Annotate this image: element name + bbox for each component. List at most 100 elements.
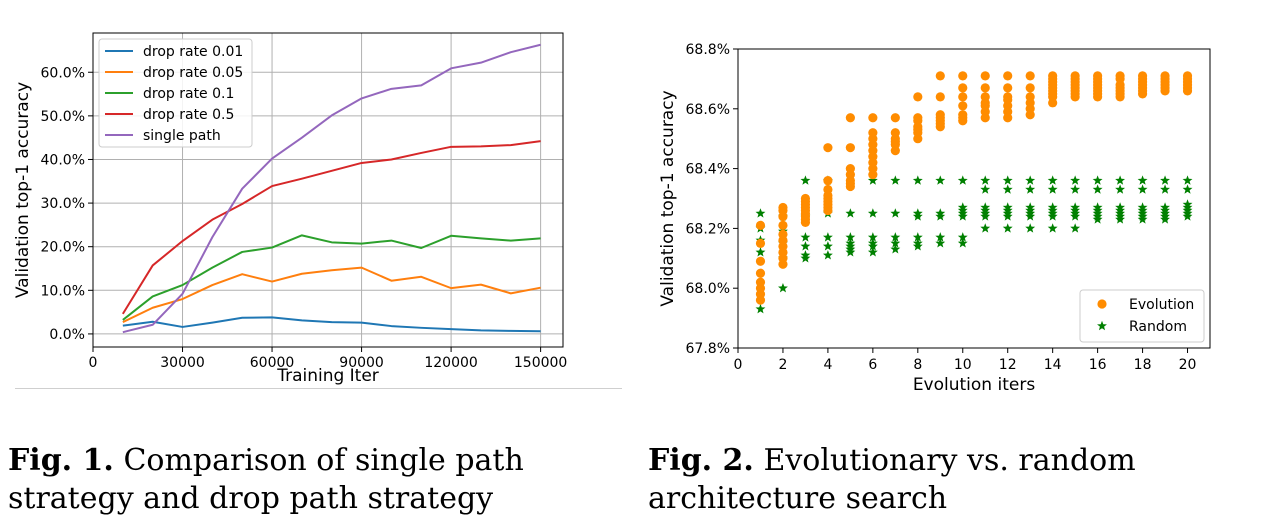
random-point [1182, 175, 1193, 185]
random-point [957, 205, 968, 215]
random-point [755, 247, 766, 257]
random-point [822, 250, 833, 260]
legend-entry-label: Random [1129, 319, 1187, 335]
random-point [1115, 175, 1126, 185]
evolution-point [1182, 71, 1193, 81]
plot-frame [92, 32, 564, 348]
random-point [1025, 211, 1036, 221]
legend-box [98, 38, 253, 148]
random-point [1160, 202, 1170, 212]
y-tick-label: 68.4% [686, 162, 730, 178]
evolution-point [823, 175, 833, 186]
random-point [1092, 211, 1103, 221]
evolution-point [980, 71, 990, 81]
random-point [867, 241, 878, 251]
chart-2-svg: 0 2 4 6 8 10 12 14 16 18 20 67.8% 68.0% 68.2% 68.4% 68.… [658, 42, 1211, 395]
legend: drop rate 0.01 drop rate 0.05 drop rate 0.… [98, 38, 253, 148]
evolution-point [1115, 71, 1125, 81]
legend-swatch-random [1097, 320, 1107, 331]
evolution-point [1025, 71, 1035, 81]
random-point [867, 247, 878, 257]
random-point [1002, 208, 1013, 218]
evolution-point [890, 128, 900, 138]
evolution-point [845, 113, 855, 123]
random-point [1137, 214, 1148, 224]
x-tick-label: 150000 [514, 355, 567, 371]
random-point [935, 232, 946, 242]
random-point [822, 232, 833, 242]
random-point [1115, 208, 1126, 218]
x-tick-label: 16 [1089, 357, 1107, 373]
random-point [980, 223, 991, 233]
evolution-point [958, 110, 968, 120]
x-tick-label: 90000 [339, 355, 384, 371]
legend-entry-label: drop rate 0.01 [143, 44, 243, 60]
random-point [1047, 211, 1058, 221]
evolution-point [1137, 71, 1148, 81]
random-point [1047, 202, 1058, 212]
x-tick-label: 60000 [250, 355, 295, 371]
x-tick-label: 20 [1179, 357, 1197, 373]
random-point [1160, 211, 1170, 221]
legend-entry-label: drop rate 0.1 [143, 86, 234, 102]
legend-swatch-evolution [1097, 299, 1107, 309]
y-tick-label: 68.2% [686, 221, 730, 237]
evolution-point [778, 202, 788, 213]
random-point [912, 211, 923, 221]
y-tick-label: 68.0% [686, 281, 730, 297]
random-point [1160, 184, 1170, 194]
random-point [1137, 184, 1148, 194]
x-tick-label: 0 [89, 355, 98, 371]
figure-1-caption-label: Fig. 1. [8, 443, 114, 478]
x-tick-label: 0 [734, 357, 743, 373]
random-point [980, 202, 991, 212]
plot-frame [737, 48, 1211, 349]
figure-1-panel: 0 30000 60000 90000 120000 150000 0.0% 10.0% 20.… [0, 0, 640, 400]
random-point [1115, 184, 1126, 194]
random-point [1115, 205, 1126, 215]
evolution-point [868, 128, 878, 138]
x-tick-label: 12 [999, 357, 1017, 373]
random-point [1047, 175, 1058, 185]
random-point [1182, 199, 1193, 209]
evolution-point [778, 229, 788, 239]
random-point [1160, 175, 1170, 185]
x-tick-label: 2 [778, 357, 787, 373]
legend-entry-label: Evolution [1129, 297, 1194, 313]
y-tick-label: 67.8% [686, 341, 730, 357]
random-point [980, 184, 991, 194]
evolution-point [1003, 71, 1013, 81]
figure-2-caption-label: Fig. 2. [648, 443, 754, 478]
x-tick-label: 4 [823, 357, 832, 373]
random-point [1160, 214, 1170, 224]
random-point [800, 250, 811, 260]
series-line-drop-rate-0-05 [122, 266, 541, 324]
random-point [1182, 211, 1193, 221]
y-tick-label: 68.6% [686, 102, 730, 118]
figure-1-caption-text: Comparison of single path strategy and d… [8, 443, 524, 516]
random-point [912, 175, 923, 185]
y-axis-label: Validation top-1 accuracy [658, 90, 678, 306]
evolution-point [1025, 92, 1035, 102]
random-point [1070, 205, 1081, 215]
random-point [1092, 214, 1103, 224]
random-point [912, 208, 923, 218]
legend-entry-label: single path [143, 128, 221, 144]
x-tick-label: 6 [868, 357, 877, 373]
figure-1-caption: Fig. 1. Comparison of single path strate… [8, 442, 638, 518]
series-line-drop-rate-0-01 [122, 316, 541, 333]
random-point [1070, 202, 1081, 212]
legend-entry-label: drop rate 0.05 [143, 65, 243, 81]
random-point [867, 208, 878, 218]
random-point [800, 175, 811, 185]
random-point [912, 241, 923, 251]
random-point [935, 175, 946, 185]
random-point [755, 303, 766, 314]
evolution-point [958, 83, 968, 93]
random-point [845, 208, 856, 218]
evolution-point [755, 238, 766, 248]
y-tick-label: 50.0% [41, 109, 85, 125]
random-point [1025, 175, 1036, 185]
legend: Evolution Random [1079, 289, 1205, 343]
x-tick-label: 18 [1134, 357, 1152, 373]
